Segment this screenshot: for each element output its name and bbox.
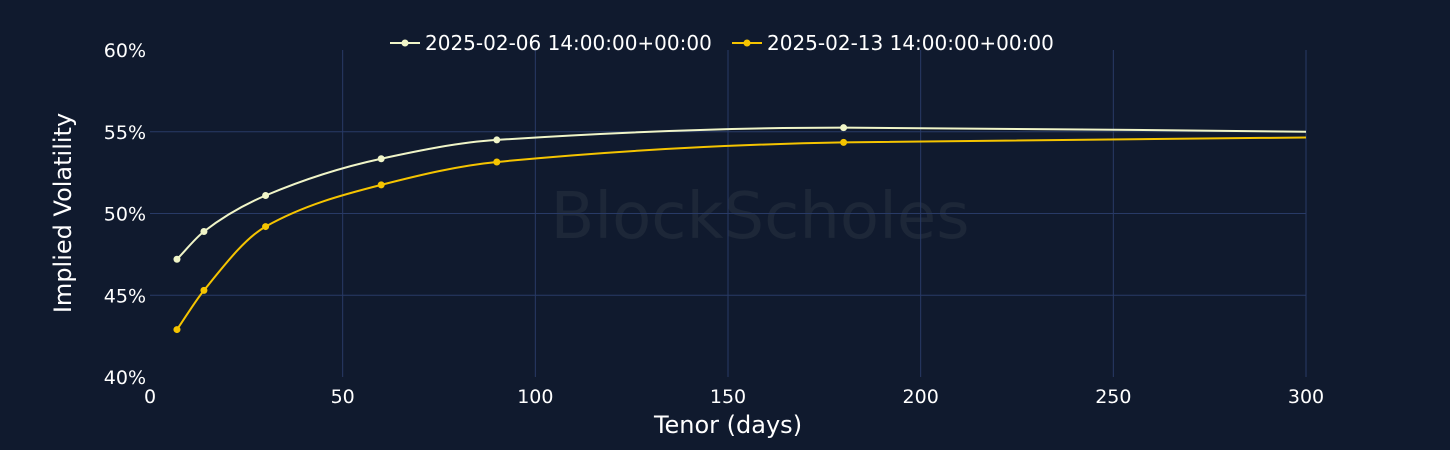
data-point [840,124,848,132]
data-point [840,138,848,146]
legend-label: 2025-02-13 14:00:00+00:00 [767,31,1054,55]
y-tick-label: 40% [104,367,146,389]
data-point [200,286,208,294]
y-tick-label: 50% [104,204,146,226]
series-line [176,126,1307,260]
legend[interactable]: 2025-02-06 14:00:00+00:00 2025-02-13 14:0… [390,31,1054,55]
legend-marker [743,39,751,47]
x-tick-label: 50 [331,386,355,408]
data-point [493,158,501,166]
x-tick-label: 0 [144,386,156,408]
series-1 [173,124,1307,263]
y-tick-label: 45% [104,285,146,307]
series-layer [173,124,1307,334]
legend-item-1[interactable]: 2025-02-06 14:00:00+00:00 [390,31,712,55]
data-point [173,326,181,334]
x-tick-label: 150 [710,386,746,408]
series-line [176,136,1307,331]
grid-lines [150,50,1307,377]
data-point [200,227,208,235]
data-point [377,181,385,189]
x-axis-title: Tenor (days) [653,411,802,439]
legend-marker [401,39,409,47]
legend-label: 2025-02-06 14:00:00+00:00 [425,31,712,55]
legend-item-2[interactable]: 2025-02-13 14:00:00+00:00 [732,31,1054,55]
y-tick-label: 60% [104,40,146,62]
watermark: BlockScholes [550,180,969,254]
x-tick-label: 100 [517,386,553,408]
x-tick-label: 250 [1095,386,1131,408]
y-axis-title: Implied Volatility [49,113,77,313]
tick-labels: 0 50 100 150 200 250 300 40% 45% 50% 55% 60% [104,40,1324,408]
x-tick-label: 200 [903,386,939,408]
data-point [173,255,181,263]
x-tick-label: 300 [1288,386,1324,408]
series-2 [173,136,1307,334]
data-point [377,155,385,163]
data-point [262,223,270,231]
y-tick-label: 55% [104,122,146,144]
data-point [262,192,270,200]
data-point [493,136,501,144]
